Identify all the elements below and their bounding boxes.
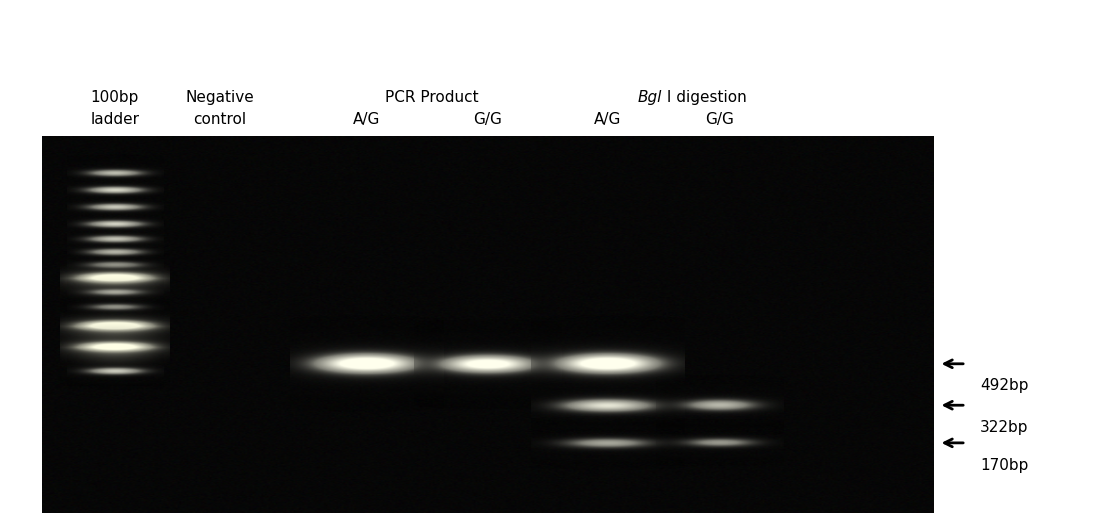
Text: I digestion: I digestion bbox=[663, 89, 747, 105]
Text: control: control bbox=[194, 111, 246, 127]
Text: Bgl: Bgl bbox=[638, 89, 663, 105]
Text: G/G: G/G bbox=[473, 111, 502, 127]
Text: A/G: A/G bbox=[353, 111, 381, 127]
Text: 322bp: 322bp bbox=[980, 420, 1028, 435]
Text: Negative: Negative bbox=[186, 89, 254, 105]
Text: 100bp: 100bp bbox=[91, 89, 139, 105]
Text: 170bp: 170bp bbox=[980, 458, 1028, 472]
Text: ladder: ladder bbox=[90, 111, 139, 127]
Text: PCR Product: PCR Product bbox=[385, 89, 478, 105]
Text: A/G: A/G bbox=[594, 111, 621, 127]
Text: G/G: G/G bbox=[705, 111, 734, 127]
Text: 492bp: 492bp bbox=[980, 379, 1028, 393]
